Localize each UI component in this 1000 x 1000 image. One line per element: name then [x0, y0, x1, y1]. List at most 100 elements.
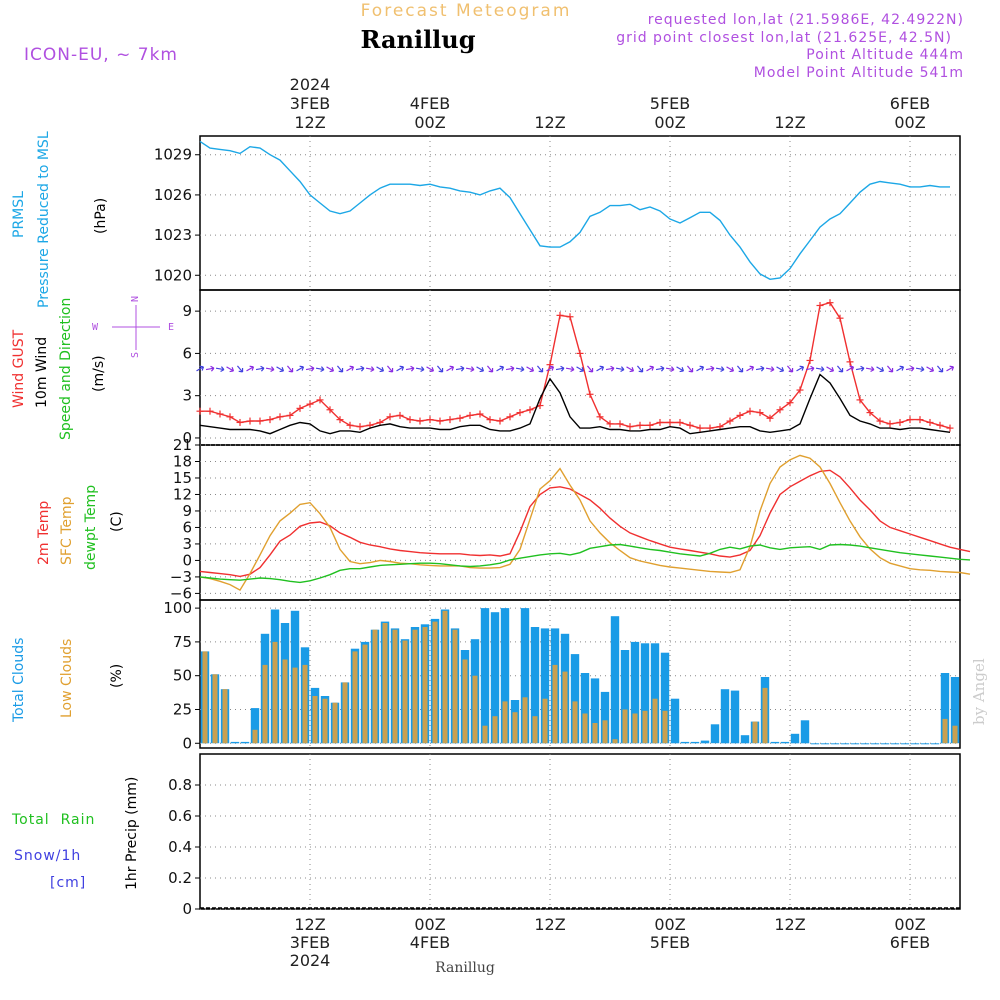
- total-cloud-bar: [740, 735, 750, 744]
- location-title: Ranillug: [360, 25, 475, 54]
- wind-panel: [199, 289, 961, 446]
- low-cloud-bar: [592, 723, 598, 744]
- wind-arrow-icon: [886, 365, 894, 373]
- low-cloud-bar: [322, 698, 328, 744]
- gust-point: [836, 314, 844, 322]
- clouds-ytick-label: 100: [163, 599, 192, 617]
- gust-point: [866, 409, 874, 417]
- wind-arrow-head: [260, 365, 265, 372]
- watermark: by Angel: [970, 658, 988, 725]
- wind-arrow-icon: [586, 365, 594, 373]
- wind-arrow-icon: [815, 366, 825, 373]
- temp-unit: (C): [109, 511, 125, 532]
- top-time-label: 2024: [290, 75, 331, 94]
- wind-arrow-icon: [755, 365, 765, 372]
- top-time-label: 00Z: [414, 113, 445, 132]
- wind-arrow-head: [410, 365, 415, 372]
- total-cloud-bar: [500, 608, 510, 744]
- wind-arrow-shaft: [276, 366, 284, 372]
- temperature-ytick-label: 0: [182, 551, 192, 569]
- wind-arrow-icon: [396, 365, 405, 372]
- wind-arrow-shaft: [515, 367, 525, 371]
- wind-arrow-head: [588, 368, 594, 373]
- precip-unit: 1hr Precip (mm): [124, 777, 140, 890]
- low-cloud-bar: [642, 710, 648, 744]
- wind-arrow-icon: [446, 365, 455, 372]
- wind-arrow-icon: [786, 365, 794, 373]
- low-cloud-bar: [342, 682, 348, 744]
- gust-point: [266, 416, 274, 424]
- wind-arrow-head: [538, 368, 544, 373]
- pressure-ytick-label: 1020: [154, 266, 192, 284]
- low-cloud-bar: [572, 701, 578, 744]
- temperature-ytick-label: 21: [173, 436, 192, 454]
- low-cloud-bar: [272, 641, 278, 744]
- gust-point: [756, 409, 764, 417]
- wind-arrow-head: [470, 366, 475, 373]
- total-cloud-bar: [230, 741, 240, 744]
- total-cloud-bar: [890, 743, 900, 745]
- compass-east: E: [168, 322, 174, 333]
- snow-label: Snow/1h: [14, 848, 81, 864]
- total-cloud-bar: [240, 741, 250, 744]
- gust-point: [606, 420, 614, 428]
- bottom-time-label: 4FEB: [410, 933, 450, 952]
- wind-arrow-head: [779, 367, 785, 373]
- gust-point: [256, 417, 264, 425]
- total-cloud-bar: [690, 741, 700, 744]
- wind-arrow-head: [479, 367, 485, 373]
- wind-arrow-shaft: [215, 367, 225, 371]
- wind-arrow-shaft: [246, 366, 254, 372]
- gust-point: [416, 417, 424, 425]
- low-cloud-bar: [312, 696, 318, 744]
- wind10m-line: [199, 373, 951, 435]
- total-cloud-bar: [250, 708, 260, 744]
- gust-point: [446, 416, 454, 424]
- wind-arrow-head: [610, 365, 615, 372]
- low-cloud-bar: [942, 718, 948, 744]
- total-cloud-bar: [630, 641, 640, 744]
- wind-arrow-icon: [705, 365, 715, 372]
- wind-arrow-head: [638, 368, 644, 373]
- wind-arrow-shaft: [755, 367, 765, 371]
- bottom-time-label: 00Z: [654, 915, 685, 934]
- wind-arrow-icon: [936, 365, 944, 373]
- precip-ytick-label: 0.2: [168, 869, 192, 887]
- total-cloud-bar: [660, 652, 670, 744]
- wind-arrow-icon: [926, 366, 935, 373]
- wind-arrow-shaft: [576, 366, 584, 372]
- total-clouds-label: Total Clouds: [11, 638, 27, 723]
- low-cloud-bar: [422, 627, 428, 744]
- wind-arrow-head: [710, 365, 715, 372]
- wind-arrow-icon: [655, 365, 665, 372]
- wind-arrow-shaft: [386, 365, 394, 373]
- low-cloud-bar: [602, 720, 608, 744]
- gust-point: [646, 421, 654, 429]
- low-cloud-bar: [352, 651, 358, 744]
- low-cloud-bar: [262, 664, 268, 744]
- wind-arrow-head: [370, 366, 375, 373]
- wind-ytick-label: 0: [182, 429, 192, 447]
- top-time-label: 12Z: [774, 113, 805, 132]
- wind-arrow-shaft: [705, 367, 715, 371]
- wind-arrow-icon: [605, 365, 615, 372]
- low-cloud-bar: [562, 671, 568, 744]
- wind-arrow-head: [920, 366, 925, 373]
- wind-arrow-icon: [376, 366, 385, 373]
- gust-point: [906, 416, 914, 424]
- wind-arrow-shaft: [915, 367, 925, 371]
- total-cloud-bar: [620, 650, 630, 744]
- low-cloud-bar: [622, 709, 628, 744]
- wind-arrow-icon: [515, 366, 525, 373]
- total-cloud-bar: [790, 733, 800, 744]
- wind-arrow-icon: [746, 365, 755, 372]
- wind-arrow-icon: [265, 366, 275, 373]
- gust-point: [276, 413, 284, 421]
- top-time-label: 12Z: [534, 113, 565, 132]
- wind-arrow-shaft: [865, 367, 875, 371]
- wind-arrow-shaft: [836, 365, 844, 373]
- clouds-panel: [199, 599, 961, 749]
- low-cloud-bar: [282, 659, 288, 744]
- wind-arrow-head: [820, 366, 825, 373]
